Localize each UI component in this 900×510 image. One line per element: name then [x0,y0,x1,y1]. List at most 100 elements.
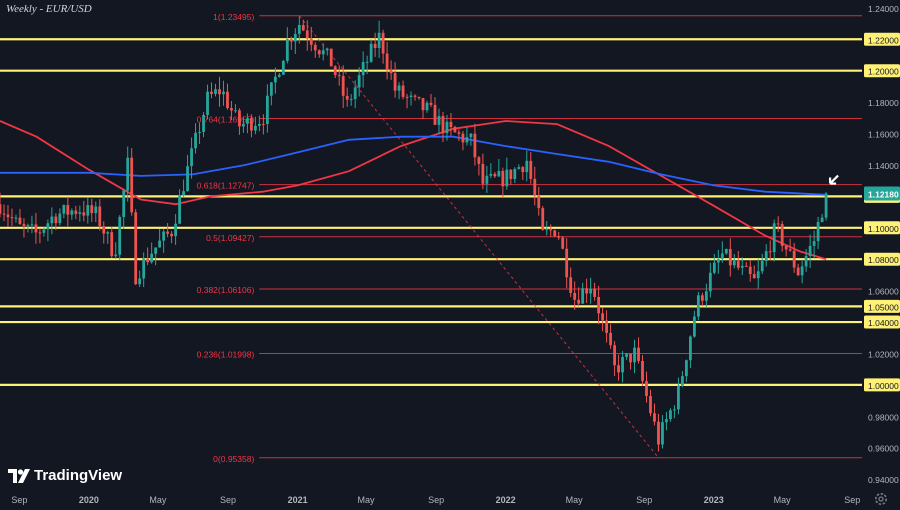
candle-body [720,253,724,260]
candle-body [477,157,481,164]
candle-body [126,157,130,191]
candle-body [18,217,22,225]
candle-body [174,223,177,237]
candle-body [337,75,341,77]
current-price-label: 1.12180 [868,190,899,200]
price-axis-tick: 0.94000 [868,475,899,485]
candle-body [704,291,708,301]
time-axis-tick: 2021 [288,495,308,505]
candle-body [800,266,804,276]
candle-body [493,173,497,177]
candle-body [764,251,768,262]
candle-body [605,320,608,333]
candle-body [445,121,449,134]
time-axis-tick: May [774,495,792,505]
candle-body [413,95,417,97]
candle-body [401,85,405,97]
candle-body [26,225,30,227]
candle-body [214,89,217,94]
price-axis-level-marker [864,32,900,46]
candle-body [553,230,557,237]
price-axis-tick: 1.06000 [868,287,899,297]
candle-body [74,210,78,214]
fib-level-label: 0.236(1.01998) [197,349,255,359]
candle-body [182,191,185,196]
candle-body [122,190,126,217]
candle-body [6,214,10,218]
candle-body [641,360,644,382]
candle-body [178,195,181,224]
candle-body [820,217,824,222]
candle-body [54,216,58,224]
candle-body [497,170,501,177]
candle-body [98,206,102,227]
settings-gear-icon[interactable] [874,492,888,506]
candle-body [301,25,305,31]
candle-body [230,108,233,111]
fib-level-label: 0(0.95358) [213,454,254,464]
chart-title: Weekly - EUR/USD [6,3,92,15]
candle-body [569,277,573,293]
candle-body [661,422,664,445]
brand-label: TradingView [34,467,123,484]
candle-body [341,76,345,96]
candle-body [732,260,736,266]
price-axis-tick: 1.10000 [868,224,899,234]
time-axis-tick: 2022 [496,495,516,505]
annotation-arrow-icon [828,174,839,185]
candle-body [2,213,6,215]
candle-body [321,50,325,55]
candle-body [585,288,589,294]
price-axis-tick: 1.18000 [868,98,899,108]
candle-body [692,316,696,337]
candle-body [433,104,437,125]
candle-body [688,336,692,361]
candle-body [645,381,648,396]
candle-body [425,102,429,111]
tradingview-logo[interactable]: TradingView [8,467,122,484]
candle-body [441,115,445,134]
time-axis-tick: Sep [220,495,236,505]
price-axis-level-marker [864,378,900,392]
candle-body [816,221,820,242]
fib-trend-line [298,15,659,459]
candle-body [429,102,433,105]
candle-body [373,43,377,48]
candle-body [365,61,369,63]
price-axis-level-marker [864,315,900,329]
candle-body [42,229,46,233]
candle-body [724,249,728,254]
price-axis-level-marker [864,64,900,78]
candle-body [716,259,720,263]
candle-body [90,205,94,214]
candle-body [549,229,553,231]
candle-body [589,288,593,294]
candle-body [66,205,70,215]
candle-body [190,148,193,167]
candle-body [297,25,301,34]
candle-body [265,95,269,125]
candle-body [246,118,249,124]
time-axis-tick: Sep [11,495,27,505]
candle-body [333,66,337,76]
price-axis-tick: 1.20000 [868,67,899,77]
candle-body [345,95,349,100]
candle-body [269,82,273,96]
candle-body [222,91,225,95]
time-axis-tick: Sep [844,495,860,505]
candle-body [405,96,409,98]
candle-body [517,167,521,169]
candle-body [529,160,533,179]
candle-body [234,110,237,112]
candle-body [557,236,561,238]
price-axis-tick: 0.98000 [868,412,899,422]
candle-body [194,132,197,149]
candle-body [792,250,796,268]
candle-body [780,224,784,246]
candle-body [804,255,808,267]
time-axis-tick: May [149,495,167,505]
candle-body [166,231,170,234]
candle-body [309,38,313,45]
